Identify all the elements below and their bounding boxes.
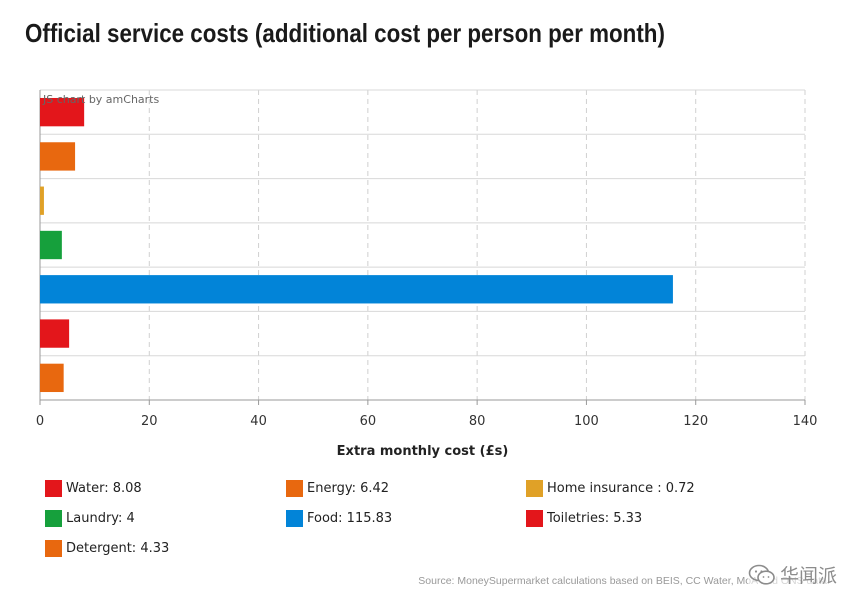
legend-item[interactable]: Laundry: 4 xyxy=(45,508,135,528)
source-note: Source: MoneySupermarket calculations ba… xyxy=(418,575,827,587)
legend-item[interactable]: Detergent: 4.33 xyxy=(45,538,169,558)
x-tick-label: 40 xyxy=(250,414,267,429)
legend-item[interactable]: Water: 8.08 xyxy=(45,478,142,498)
legend-label: Detergent: 4.33 xyxy=(66,540,170,556)
legend-swatch xyxy=(45,539,62,557)
bar-energy xyxy=(40,142,76,171)
bar-toiletries xyxy=(40,319,70,348)
legend-swatch xyxy=(45,509,62,527)
legend-label: Toiletries: 5.33 xyxy=(547,510,643,526)
bar-chart: 0 20 40 60 80 100 120 140 Extra monthly cost (£s… xyxy=(36,89,818,459)
legend-label: Water: 8.08 xyxy=(66,480,142,496)
legend-label: Food: 115.83 xyxy=(307,510,393,526)
legend-item[interactable]: Energy: 6.42 xyxy=(286,478,389,498)
amcharts-credit: JS chart by amCharts xyxy=(42,93,159,106)
legend-label: Laundry: 4 xyxy=(66,510,135,526)
legend-swatch xyxy=(286,479,303,497)
legend-item[interactable]: Home insurance : 0.72 xyxy=(526,478,695,498)
x-tick-label: 80 xyxy=(469,414,486,429)
chart-title: Official service costs (additional cost … xyxy=(25,18,665,48)
bar-home-insurance xyxy=(40,186,44,215)
legend-swatch xyxy=(526,479,543,497)
wechat-icon xyxy=(748,564,775,585)
bar-food xyxy=(40,275,673,304)
legend-swatch xyxy=(45,479,62,497)
legend-label: Energy: 6.42 xyxy=(307,480,390,496)
x-tick-label: 120 xyxy=(683,414,708,429)
bar-water xyxy=(40,97,85,127)
x-tick-label: 100 xyxy=(574,414,599,429)
bar-detergent xyxy=(40,363,64,393)
watermark-text: 华闻派 xyxy=(779,565,837,587)
bar-laundry xyxy=(40,230,62,260)
legend-item[interactable]: Food: 115.83 xyxy=(286,508,392,528)
legend-item[interactable]: Toiletries: 5.33 xyxy=(526,508,642,528)
x-tick-label: 140 xyxy=(793,414,818,429)
x-tick-label: 60 xyxy=(360,414,377,429)
legend-swatch xyxy=(286,509,303,527)
legend-swatch xyxy=(526,509,543,527)
watermark: 华闻派 xyxy=(747,561,837,588)
x-tick-label: 0 xyxy=(36,414,44,429)
x-axis-title: Extra monthly cost (£s) xyxy=(337,444,509,459)
x-tick-label: 20 xyxy=(141,414,158,429)
legend-label: Home insurance : 0.72 xyxy=(547,480,695,496)
